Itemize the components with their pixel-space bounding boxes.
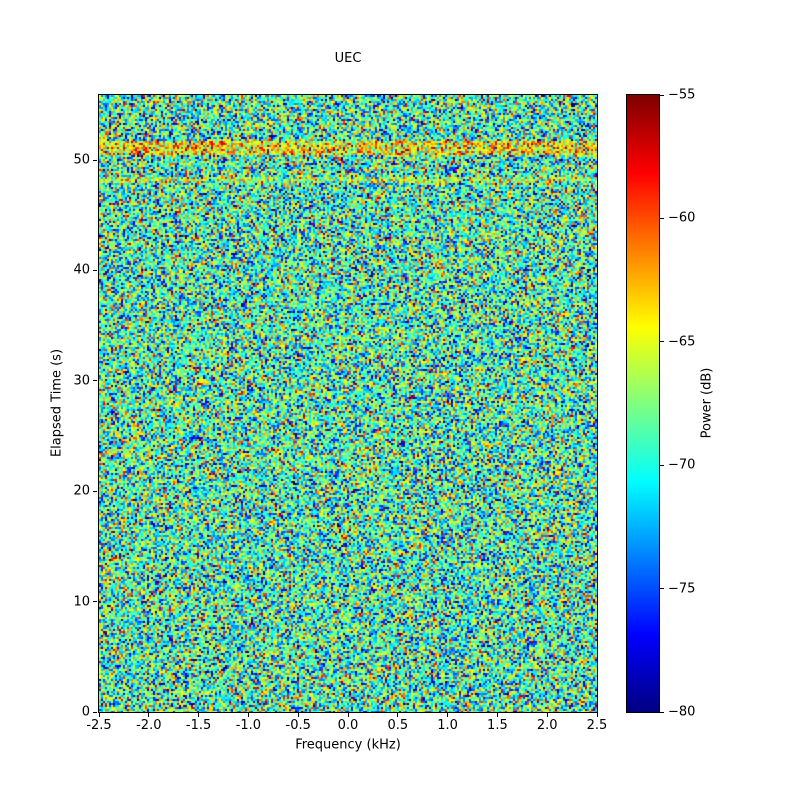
x-tick-mark <box>347 713 349 717</box>
x-tick-label: 0.5 <box>387 718 409 733</box>
y-tick-mark <box>93 380 97 382</box>
y-tick-mark <box>93 269 97 271</box>
x-tick-mark <box>447 713 449 717</box>
y-tick-label: 50 <box>73 152 90 168</box>
y-tick-label: 40 <box>73 262 90 278</box>
colorbar-tick-mark <box>660 711 664 713</box>
x-axis-label: Frequency (kHz) <box>295 737 401 753</box>
y-tick-label: 20 <box>73 483 90 499</box>
y-tick-label: 10 <box>73 594 90 610</box>
y-tick-mark <box>93 490 97 492</box>
colorbar-label: Power (dB) <box>699 367 715 439</box>
colorbar-canvas <box>627 95 659 712</box>
colorbar-tick-label: −75 <box>668 581 696 597</box>
colorbar-tick-label: −70 <box>668 457 696 473</box>
colorbar <box>626 94 660 713</box>
colorbar-tick-label: −80 <box>668 704 696 720</box>
spectrogram-heatmap-canvas <box>99 95 597 712</box>
colorbar-tick-mark <box>660 341 664 343</box>
x-tick-label: 2.0 <box>536 718 558 733</box>
x-tick-label: 1.5 <box>487 718 508 733</box>
x-tick-mark <box>247 713 249 717</box>
x-tick-label: 0.0 <box>337 718 359 733</box>
x-tick-mark <box>198 713 200 717</box>
y-tick-mark <box>93 711 97 713</box>
y-tick-label: 0 <box>81 704 90 720</box>
plot-area <box>98 94 598 713</box>
colorbar-tick-mark <box>660 588 664 590</box>
y-tick-label: 30 <box>73 373 90 389</box>
x-tick-label: -2.0 <box>136 718 162 733</box>
y-tick-mark <box>93 159 97 161</box>
colorbar-tick-label: −60 <box>668 210 696 226</box>
x-tick-mark <box>496 713 498 717</box>
figure-title: UEC <box>334 51 362 66</box>
x-tick-label: -0.5 <box>285 718 311 733</box>
x-tick-mark <box>546 713 548 717</box>
x-tick-mark <box>98 713 100 717</box>
colorbar-tick-mark <box>660 464 664 466</box>
x-tick-mark <box>297 713 299 717</box>
x-tick-mark <box>148 713 150 717</box>
y-axis-label: Elapsed Time (s) <box>49 348 65 458</box>
x-tick-label: -1.0 <box>235 718 262 733</box>
x-tick-label: -2.5 <box>86 718 112 733</box>
x-tick-mark <box>596 713 598 717</box>
x-tick-label: 1.0 <box>437 718 458 733</box>
x-tick-label: -1.5 <box>185 718 212 733</box>
colorbar-tick-mark <box>660 94 664 96</box>
x-tick-mark <box>397 713 399 717</box>
colorbar-tick-mark <box>660 217 664 219</box>
y-tick-mark <box>93 601 97 603</box>
x-tick-label: 2.5 <box>586 718 608 733</box>
colorbar-tick-label: −55 <box>668 87 696 103</box>
colorbar-tick-label: −65 <box>668 334 696 350</box>
